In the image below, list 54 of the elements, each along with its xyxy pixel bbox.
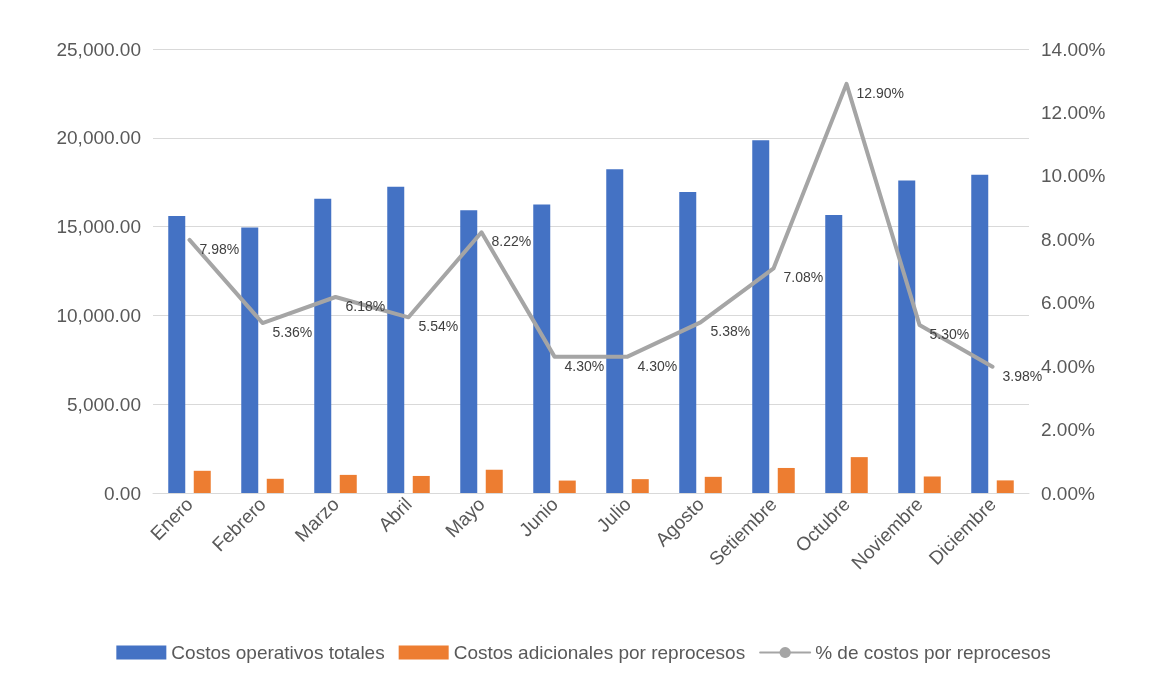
bar	[996, 480, 1014, 493]
y2-tick-label: 4.00%	[1041, 355, 1095, 377]
data-label: 4.30%	[637, 357, 678, 374]
bar	[168, 215, 186, 493]
data-label: 8.22%	[491, 233, 532, 250]
data-label: 5.54%	[418, 318, 459, 335]
y-tick-label: 5,000.00	[67, 393, 141, 415]
data-label: 5.30%	[929, 325, 970, 342]
bar	[704, 476, 722, 493]
bar	[752, 140, 770, 493]
bar	[460, 210, 478, 493]
bar	[387, 186, 405, 493]
bar	[923, 476, 941, 493]
y-tick-label: 10,000.00	[56, 304, 141, 326]
line-series	[187, 81, 995, 369]
bar	[631, 479, 649, 493]
bar	[241, 227, 259, 493]
data-label: 6.18%	[345, 298, 386, 315]
data-label: 7.98%	[199, 240, 240, 257]
bar	[971, 174, 989, 493]
y2-tick-label: 10.00%	[1041, 165, 1106, 187]
y-tick-label: 25,000.00	[56, 38, 141, 60]
bar	[606, 169, 624, 493]
bar	[825, 215, 843, 493]
y2-tick-label: 8.00%	[1041, 228, 1095, 250]
data-label: 4.30%	[564, 357, 605, 374]
y-tick-label: 20,000.00	[56, 127, 141, 149]
legend-label: Costos adicionales por reprocesos	[453, 642, 746, 663]
bar	[558, 480, 576, 493]
bar	[850, 457, 868, 493]
data-label: 7.08%	[783, 269, 824, 286]
bar	[339, 474, 357, 493]
bar	[266, 478, 284, 493]
data-label: 5.38%	[710, 323, 751, 340]
bar	[412, 475, 430, 493]
y2-tick-label: 2.00%	[1041, 419, 1095, 441]
bar	[193, 470, 211, 493]
y-tick-label: 0.00	[104, 482, 141, 504]
y2-tick-label: 12.00%	[1041, 101, 1106, 123]
data-label: 5.36%	[272, 324, 313, 341]
bar	[679, 191, 697, 493]
legend-label: % de costos por reprocesos	[815, 642, 1051, 663]
x-tick-label: Julio	[592, 493, 635, 537]
legend-label: Costos operativos totales	[171, 642, 385, 663]
y2-tick-label: 6.00%	[1041, 292, 1095, 314]
y-tick-label: 15,000.00	[56, 216, 141, 238]
data-label: 12.90%	[856, 84, 904, 101]
y2-tick-label: 0.00%	[1041, 482, 1095, 504]
bar	[898, 180, 916, 493]
bar	[485, 469, 503, 493]
y2-tick-label: 14.00%	[1041, 38, 1106, 60]
bar	[777, 467, 795, 493]
bar	[314, 198, 332, 493]
bar	[533, 204, 551, 493]
